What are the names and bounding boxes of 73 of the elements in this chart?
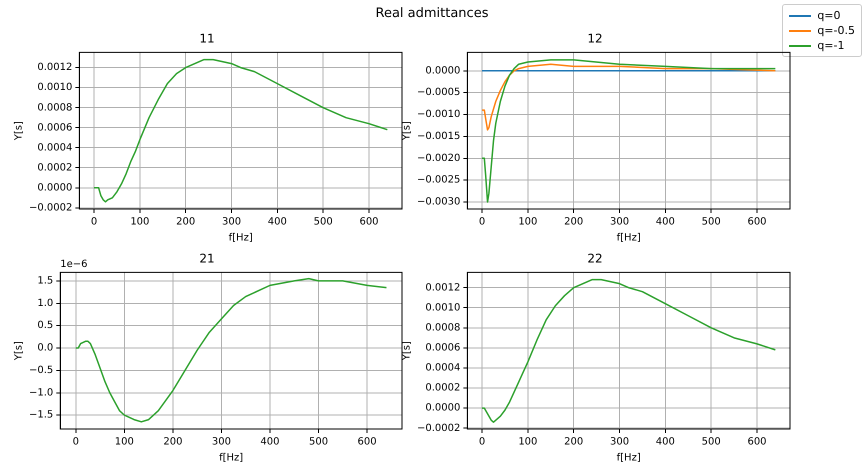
x-tick-label: 600 — [358, 436, 377, 448]
y-tick-label: 0.0010 — [425, 302, 460, 314]
y-tick-label: −0.0002 — [416, 422, 460, 434]
x-tick-label: 200 — [564, 216, 584, 228]
y-tick-label: 0.0012 — [37, 62, 72, 74]
y-tick-label: 0.0004 — [37, 142, 72, 154]
x-tick-label: 100 — [518, 436, 538, 448]
x-tick-label: 0 — [72, 436, 79, 448]
x-axis-title: f[Hz] — [219, 452, 244, 464]
legend-label: q=-1 — [817, 38, 844, 53]
x-axis-title: f[Hz] — [616, 452, 641, 464]
y-tick-label: 0.0000 — [425, 402, 460, 414]
x-tick-label: 500 — [314, 216, 333, 228]
y-tick-label: 0.0002 — [37, 162, 72, 174]
x-tick-label: 300 — [610, 436, 630, 448]
x-tick-label: 400 — [656, 216, 675, 228]
y-tick-label: 0.5 — [37, 320, 54, 332]
x-axis-title: f[Hz] — [616, 232, 641, 244]
chart-title: 12 — [587, 31, 603, 46]
x-tick-label: 100 — [130, 216, 150, 228]
text: Real admittances — [376, 6, 488, 21]
y-tick-label: −1.5 — [28, 410, 54, 421]
y-tick-label: 0.0000 — [425, 65, 460, 76]
y-tick-label: 0.0000 — [37, 182, 72, 194]
x-tick-label: 100 — [518, 216, 538, 228]
y-tick-label: −0.0005 — [416, 87, 460, 98]
text: 1e−6 — [60, 258, 88, 270]
y-tick-label: −0.0030 — [416, 196, 460, 208]
y-tick-label: 0.0006 — [37, 122, 72, 134]
x-tick-label: 600 — [747, 436, 767, 448]
x-tick-label: 500 — [702, 216, 721, 228]
x-tick-label: 200 — [564, 436, 584, 448]
x-tick-label: 300 — [212, 436, 231, 448]
x-tick-label: 200 — [163, 436, 182, 448]
x-tick-label: 300 — [610, 216, 630, 228]
y-tick-label: −0.0002 — [28, 202, 72, 214]
x-tick-label: 300 — [222, 216, 242, 228]
y-tick-label: −0.0020 — [416, 152, 460, 164]
y-tick-label: 0.0008 — [37, 102, 72, 114]
y-tick-label: 0.0012 — [425, 282, 460, 294]
y-axis-title: Y[s] — [14, 341, 25, 362]
x-tick-label: 400 — [656, 436, 675, 448]
y-tick-label: −0.0015 — [416, 130, 460, 142]
y-tick-label: 0.0 — [37, 342, 54, 354]
x-tick-label: 500 — [308, 436, 328, 448]
x-tick-label: 0 — [478, 436, 486, 448]
x-tick-label: 600 — [747, 216, 767, 228]
x-axis-title: f[Hz] — [228, 232, 253, 244]
chart-title: 21 — [199, 251, 215, 266]
y-tick-label: 1.0 — [37, 298, 54, 309]
x-tick-label: 200 — [176, 216, 196, 228]
y-tick-label: 1.5 — [37, 275, 54, 286]
y-tick-label: −0.0025 — [416, 174, 460, 186]
x-tick-label: 400 — [260, 436, 280, 448]
y-tick-label: 0.0006 — [425, 342, 460, 354]
y-tick-label: 0.0004 — [425, 362, 460, 374]
y-tick-label: 0.0008 — [425, 322, 460, 334]
y-axis-title: Y[s] — [14, 121, 25, 142]
x-tick-label: 0 — [478, 216, 486, 228]
y-tick-label: −0.0010 — [416, 109, 460, 120]
y-tick-label: −1.0 — [28, 387, 54, 398]
x-tick-label: 100 — [114, 436, 134, 448]
y-tick-label: 0.0002 — [425, 382, 460, 394]
x-tick-label: 400 — [268, 216, 287, 228]
y-tick-label: −0.5 — [28, 364, 54, 376]
legend-label: q=-0.5 — [817, 23, 855, 38]
chart-title: 11 — [199, 31, 215, 46]
y-tick-label: 0.0010 — [37, 82, 72, 94]
legend-label: q=0 — [817, 8, 841, 23]
x-tick-label: 500 — [702, 436, 721, 448]
x-tick-label: 0 — [90, 216, 98, 228]
x-tick-label: 600 — [359, 216, 379, 228]
chart-title: 22 — [587, 251, 603, 266]
